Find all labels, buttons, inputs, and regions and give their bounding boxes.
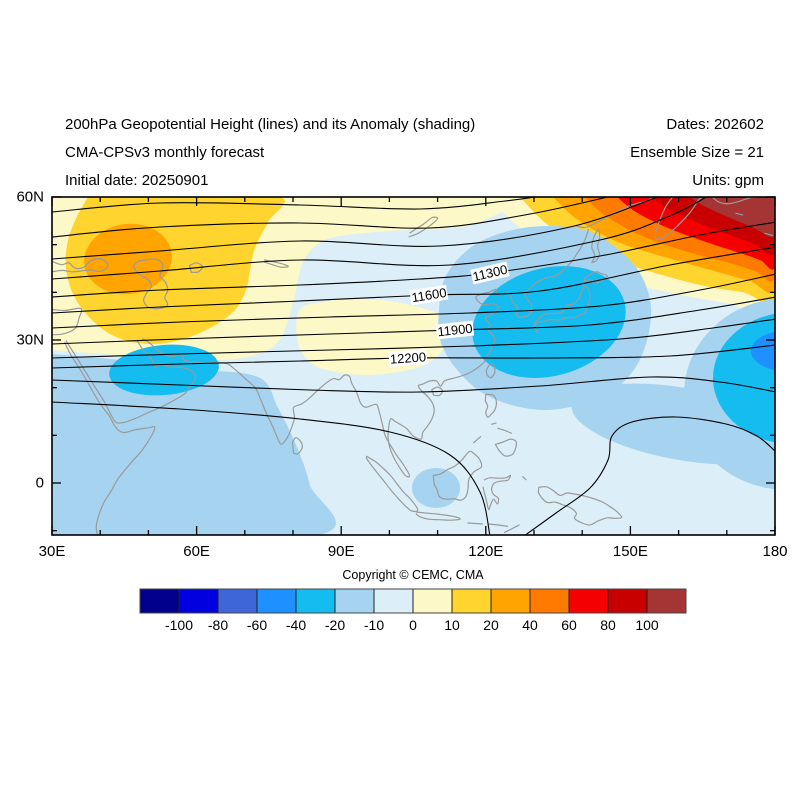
y-axis-tick-label: 0 [35,474,44,492]
colorbar-tick-label: -20 [324,617,346,633]
chart-init-date: Initial date: 20250901 [65,172,209,189]
x-axis-tick-label: 150E [612,543,648,560]
chart-ensemble-size: Ensemble Size = 21 [630,144,764,161]
colorbar-tick-label: 20 [483,617,499,633]
chart-title: 200hPa Geopotential Height (lines) and i… [65,116,476,133]
colorbar-tick-label: 10 [444,617,460,633]
y-axis-tick-label: 60N [16,188,44,206]
colorbar-tick-label: -80 [207,617,229,633]
colorbar-tick-label: 0 [409,617,417,633]
colorbar-tick-label: -40 [285,617,307,633]
colorbar-tick-label: 60 [561,617,577,633]
colorbar-tick-label: 40 [522,617,538,633]
x-axis-tick-label: 90E [327,543,355,560]
contour-label: 12200 [388,349,428,367]
x-axis-tick-label: 120E [468,543,504,560]
colorbar-tick-label: -60 [246,617,268,633]
x-axis-tick-label: 180 [762,543,788,560]
x-axis-tick-label: 60E [183,543,210,560]
colorbar-tick-label: -10 [363,617,385,633]
x-axis-tick-label: 30E [38,543,66,560]
y-axis-tick-label: 30N [16,331,44,349]
colorbar-tick-label: 100 [635,617,659,633]
copyright-text: Copyright © CEMC, CMA [342,568,484,582]
chart-units: Units: gpm [692,172,764,189]
colorbar-tick-label: -100 [164,617,194,633]
colorbar-tick-label: 80 [600,617,616,633]
chart-dates: Dates: 202602 [666,116,764,133]
chart-model: CMA-CPSv3 monthly forecast [65,144,265,161]
